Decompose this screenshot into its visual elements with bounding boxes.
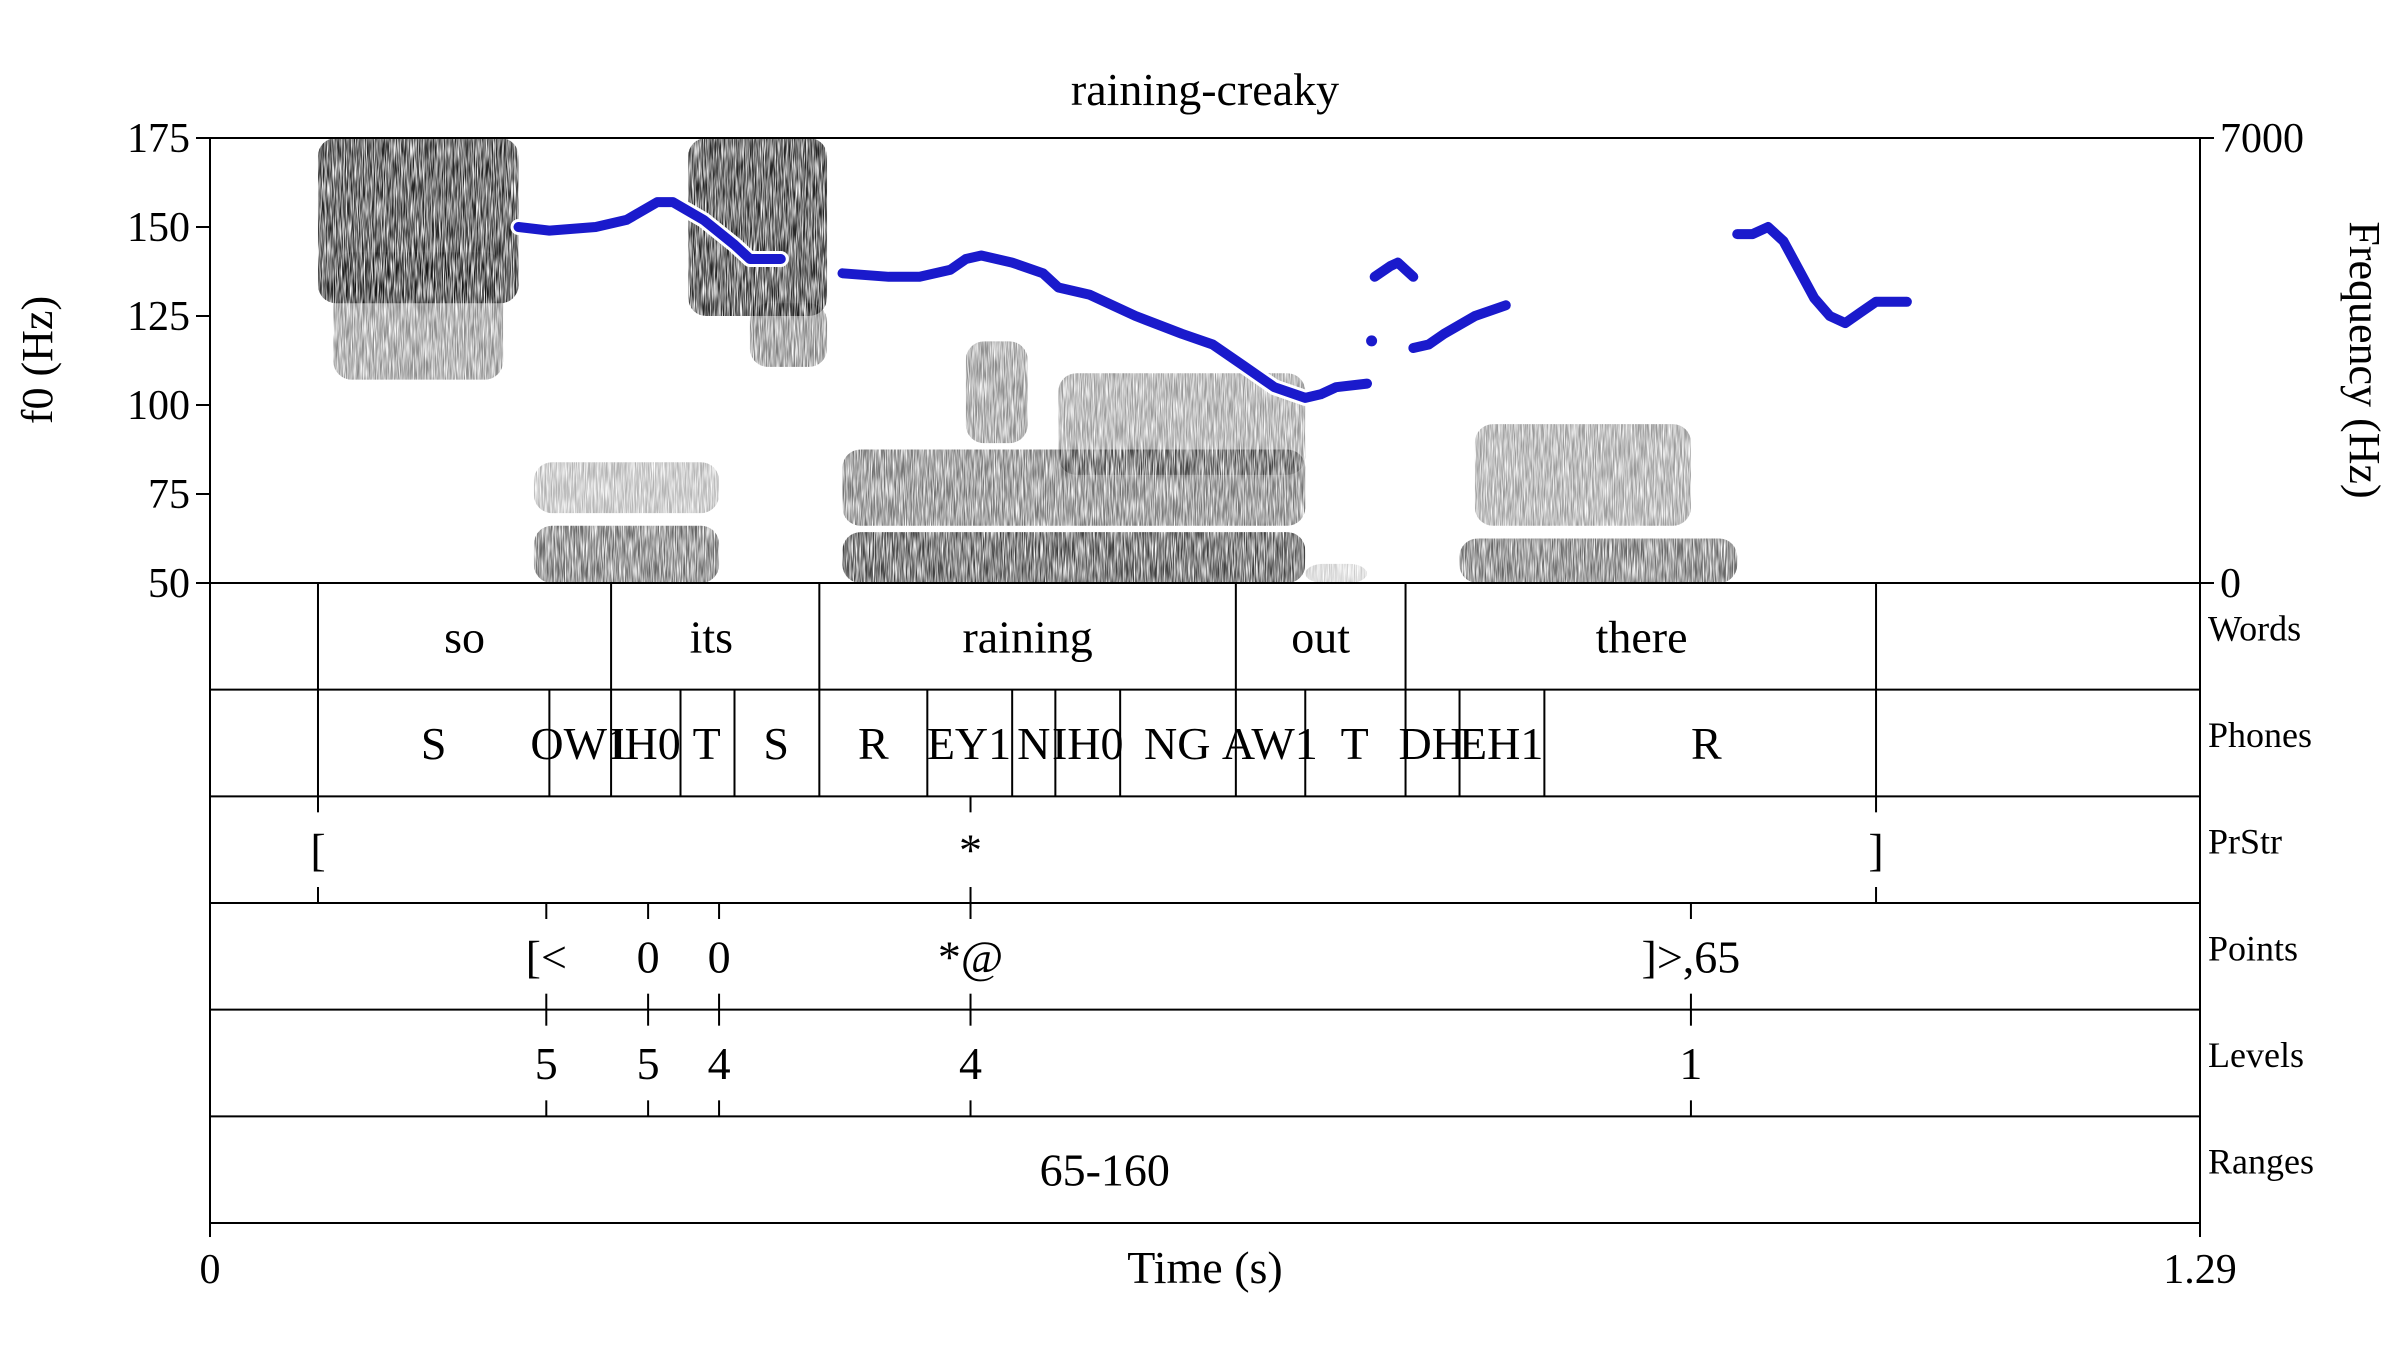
interval-label: S [763, 718, 789, 769]
spectrogram-energy-region [1474, 424, 1691, 526]
spectrogram-energy-region [688, 138, 828, 316]
interval-label: 65-160 [1040, 1145, 1170, 1196]
f0-tick-label: 75 [148, 472, 190, 518]
f0-tick-label: 100 [127, 383, 190, 429]
tier-name: Levels [2208, 1035, 2304, 1075]
spectrogram [317, 138, 1738, 583]
f0-axis-label: f0 (Hz) [13, 296, 62, 424]
f0-segment [1732, 222, 1912, 329]
f0-contour [510, 194, 1915, 406]
interval-label: DH [1399, 718, 1465, 769]
f0-axis-ticks: 50 75 100 125 150 175 [127, 116, 210, 607]
tier-name: PrStr [2208, 822, 2282, 862]
interval-label: T [1341, 718, 1369, 769]
interval-label: out [1291, 611, 1350, 662]
frequency-axis-ticks: 0 7000 [2200, 116, 2304, 607]
f0-segment [1408, 300, 1511, 353]
interval-label: IH0 [1052, 718, 1124, 769]
spectrogram-energy-region [533, 462, 720, 514]
frequency-tick-label: 0 [2220, 561, 2241, 607]
point-label: ] [1868, 825, 1883, 876]
point-label: * [959, 825, 982, 876]
interval-label: so [444, 611, 485, 662]
point-label: 4 [708, 1038, 731, 1089]
tier-name: Phones [2208, 715, 2312, 755]
interval-label: N [1017, 718, 1050, 769]
f0-tick-label: 125 [127, 294, 190, 340]
time-axis-ticks: 0 1.29 [200, 1223, 2237, 1293]
f0-point [1366, 335, 1378, 347]
spectrogram-energy-region [333, 252, 504, 380]
point-label: 4 [959, 1038, 982, 1089]
point-label: ]>,65 [1642, 931, 1741, 982]
interval-label: NG [1144, 718, 1210, 769]
interval-label: IH0 [609, 718, 681, 769]
f0-tick-label: 50 [148, 561, 190, 607]
point-label: 0 [637, 931, 660, 982]
interval-label: OW1 [530, 718, 630, 769]
interval-label: R [1691, 718, 1722, 769]
interval-label: its [690, 611, 733, 662]
point-label: 1 [1679, 1038, 1702, 1089]
frequency-tick-label: 7000 [2220, 116, 2304, 162]
tier-name: Points [2208, 928, 2298, 968]
point-label: 0 [708, 931, 731, 982]
f0-tick-label: 150 [127, 205, 190, 251]
point-label: [ [310, 825, 325, 876]
spectrogram-energy-region [842, 532, 1306, 583]
interval-label: S [421, 718, 447, 769]
spectrogram-energy-region [1459, 538, 1738, 583]
point-label: 5 [535, 1038, 558, 1089]
point-label: 5 [637, 1038, 660, 1089]
interval-label: raining [962, 611, 1092, 662]
interval-label: EH1 [1459, 718, 1543, 769]
interval-label: R [858, 718, 889, 769]
time-axis-label: Time (s) [1127, 1242, 1283, 1293]
spectrogram-energy-region [533, 525, 720, 583]
f0-segment [837, 250, 1372, 403]
point-label: *@ [938, 931, 1003, 982]
f0-segment [513, 197, 786, 264]
interval-label: there [1596, 611, 1688, 662]
interval-label: AW1 [1222, 718, 1318, 769]
interval-label: EY1 [927, 718, 1011, 769]
interval-label: T [693, 718, 721, 769]
spectrogram-energy-region [1058, 373, 1306, 475]
f0-tick-label: 175 [127, 116, 190, 162]
spectrogram-energy-region [749, 303, 828, 367]
frequency-axis-label: Frequency (Hz) [2340, 221, 2389, 498]
time-tick-label: 0 [200, 1247, 221, 1293]
tier-name: Ranges [2208, 1142, 2314, 1182]
tier-name: Words [2208, 608, 2301, 648]
spectrogram-energy-region [1305, 563, 1367, 583]
spectrogram-energy-region [965, 341, 1028, 444]
f0-segment [1369, 257, 1419, 282]
point-label: [< [526, 931, 567, 982]
chart-title: raining-creaky [1071, 64, 1339, 115]
time-tick-label: 1.29 [2163, 1247, 2237, 1293]
